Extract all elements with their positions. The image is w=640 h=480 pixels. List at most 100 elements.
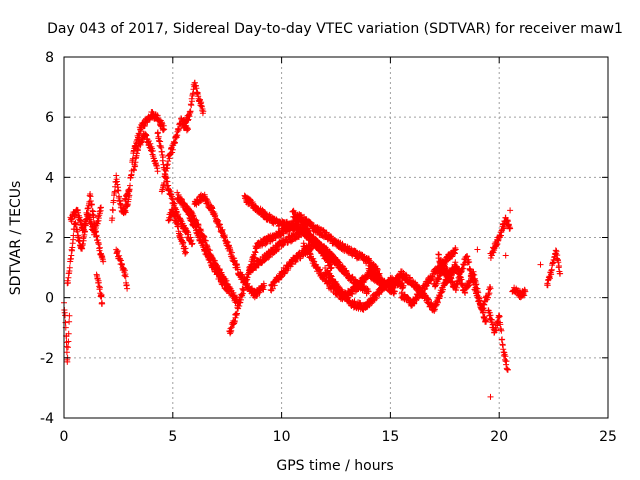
- data-point: [162, 173, 169, 180]
- data-point: [98, 293, 105, 299]
- data-point: [200, 108, 207, 115]
- data-point: [507, 207, 514, 214]
- data-point: [215, 217, 222, 224]
- data-point: [110, 197, 117, 204]
- data-point: [127, 182, 133, 189]
- data-point: [92, 228, 99, 235]
- y-tick-label: -2: [40, 351, 54, 367]
- data-point: [502, 252, 509, 259]
- y-tick-labels: -4 -2 0 2 4 6 8: [40, 50, 54, 427]
- x-tick-label: 0: [60, 429, 69, 445]
- data-point: [537, 261, 544, 268]
- data-point: [143, 132, 150, 139]
- data-point: [190, 213, 197, 220]
- y-tick-label: -4: [40, 411, 54, 427]
- data-point: [249, 199, 256, 205]
- data-point: [187, 108, 194, 115]
- x-tick-label: 25: [599, 429, 617, 445]
- data-point: [240, 287, 247, 294]
- data-point: [503, 358, 510, 365]
- data-point: [185, 205, 191, 212]
- data-point: [79, 240, 86, 247]
- y-tick-label: 8: [45, 50, 54, 66]
- data-point: [193, 217, 200, 224]
- data-point: [224, 239, 231, 246]
- data-point: [182, 249, 189, 256]
- data-point: [235, 305, 242, 312]
- data-point: [236, 303, 243, 309]
- data-point: [65, 344, 71, 351]
- data-point: [98, 204, 104, 211]
- data-point: [172, 213, 179, 220]
- data-point: [96, 284, 103, 291]
- data-point: [122, 273, 129, 280]
- data-point: [124, 285, 131, 292]
- data-point: [202, 237, 209, 244]
- data-point: [164, 178, 171, 185]
- data-point: [504, 366, 511, 373]
- data-point: [66, 264, 73, 271]
- x-tick-label: 20: [490, 429, 508, 445]
- data-point: [474, 246, 481, 253]
- data-point: [114, 247, 121, 254]
- data-point: [63, 349, 70, 356]
- data-point: [66, 312, 73, 319]
- data-point: [68, 252, 75, 259]
- y-tick-label: 2: [45, 231, 54, 247]
- data-point: [175, 191, 182, 198]
- data-point: [100, 258, 107, 265]
- data-point: [228, 249, 235, 256]
- y-tick-label: 0: [45, 291, 54, 307]
- data-point: [206, 247, 213, 254]
- data-point: [178, 196, 185, 203]
- data-point: [189, 98, 195, 105]
- y-axis-label: SDTVAR / TECUs: [8, 181, 24, 296]
- data-point: [110, 207, 116, 214]
- data-point: [114, 181, 121, 188]
- x-tick-labels: 0 5 10 15 20 25: [60, 429, 617, 445]
- data-point: [92, 222, 99, 228]
- data-point: [65, 279, 71, 286]
- data-point: [154, 129, 161, 136]
- data-point: [65, 338, 72, 345]
- data-point: [137, 128, 144, 135]
- data-point: [556, 263, 562, 269]
- x-tick-label: 5: [168, 429, 177, 445]
- data-point: [182, 250, 189, 257]
- data-point: [197, 96, 203, 103]
- data-point: [154, 112, 161, 119]
- data-point: [65, 330, 72, 337]
- data-point: [189, 240, 196, 247]
- chart-title: Day 043 of 2017, Sidereal Day-to-day VTE…: [47, 21, 623, 37]
- data-point: [161, 180, 168, 186]
- data-point: [96, 244, 103, 251]
- data-point: [169, 193, 176, 200]
- data-point: [238, 296, 244, 303]
- y-tick-label: 4: [45, 170, 54, 186]
- x-axis-label: GPS time / hours: [276, 458, 393, 474]
- data-point: [188, 102, 195, 109]
- data-point: [172, 139, 178, 146]
- data-points: [61, 79, 564, 400]
- data-point: [90, 208, 96, 215]
- data-point: [487, 393, 494, 400]
- data-point: [260, 286, 267, 293]
- data-point: [161, 126, 168, 133]
- data-point: [83, 216, 90, 223]
- grid-lines: [64, 57, 608, 418]
- data-point: [149, 147, 156, 154]
- data-point: [185, 126, 191, 133]
- data-point: [147, 140, 154, 147]
- data-point: [74, 228, 81, 235]
- data-point: [66, 318, 73, 325]
- data-point: [115, 187, 122, 194]
- x-tick-label: 10: [273, 429, 291, 445]
- data-point: [63, 343, 70, 350]
- data-point: [180, 239, 187, 246]
- data-point: [234, 310, 240, 317]
- data-point: [169, 149, 176, 156]
- data-point: [131, 167, 137, 174]
- data-point: [122, 209, 129, 216]
- data-point: [88, 201, 95, 208]
